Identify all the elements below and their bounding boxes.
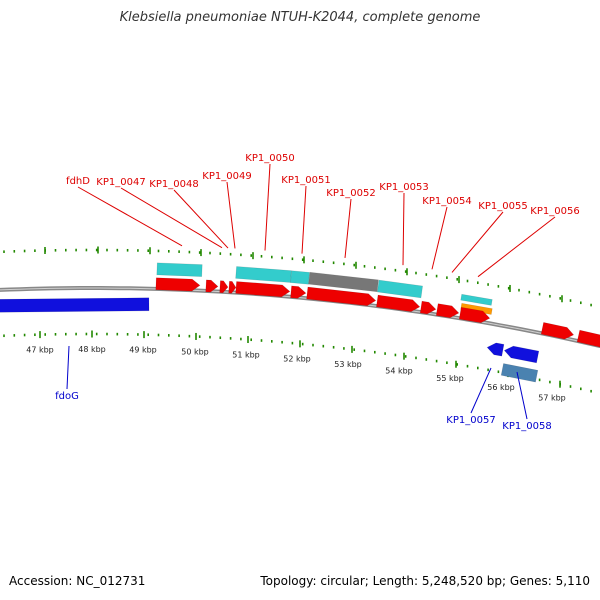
forward-gene-shape [205,279,219,293]
forward-gene-label: KP1_0052 [326,188,375,199]
forward-gene-shape [435,303,460,319]
reverse-gene-shape [503,345,540,364]
forward-gene [419,300,437,315]
reverse-gene-label: KP1_0057 [446,415,495,426]
forward-gene-shape [219,280,229,294]
feature-cyan [460,293,493,306]
feature-cyan [377,279,423,299]
forward-gene-shape [228,280,237,294]
forward-gene [435,303,460,319]
feature-cyan-shape [377,279,423,299]
forward-gene [376,294,421,312]
feature-orange-shape [460,302,493,315]
forward-label-leader [402,192,405,266]
feature-gray-shape [308,271,379,293]
forward-gene [228,280,237,294]
forward-gene-label: KP1_0056 [530,206,579,217]
forward-gene [219,280,229,294]
forward-gene-label: KP1_0053 [379,182,428,193]
reverse-gene-label: fdoG [55,391,79,402]
forward-gene [576,329,600,348]
forward-gene-shape [540,322,575,340]
reverse-gene [0,297,150,313]
feature-orange [460,302,493,315]
forward-gene-label: fdhD [66,176,90,187]
forward-gene-shape [306,286,377,307]
feature-steel-shape [500,363,539,383]
reverse-gene-shape [0,297,150,313]
scale-tick-label: 47 kbp [26,346,54,355]
feature-cyan-shape [156,262,203,277]
forward-gene-label: KP1_0055 [478,201,527,212]
scale-tick-label: 57 kbp [538,393,566,402]
forward-gene-shape [290,285,307,299]
genome-summary-text: Topology: circular; Length: 5,248,520 bp… [260,574,590,588]
reverse-label-leader [66,345,70,390]
forward-label-leader [344,198,352,259]
scale-tick-label: 50 kbp [181,347,209,356]
forward-gene [458,306,491,324]
scale-tick-label: 49 kbp [129,346,157,355]
forward-label-leader [431,206,448,270]
forward-label-leader [301,185,307,254]
forward-label-leader [77,186,183,247]
forward-gene-shape [576,329,600,348]
forward-label-leader [173,189,229,249]
scale-tick-label: 52 kbp [283,355,311,364]
scale-tick-label: 53 kbp [334,360,362,369]
feature-cyan-shape [235,266,292,283]
forward-gene-label: KP1_0047 [96,177,145,188]
scale-tick-label: 48 kbp [78,345,106,354]
forward-gene [205,279,219,293]
feature-steel [500,363,539,383]
forward-label-leader [477,216,556,278]
forward-gene-shape [419,300,437,315]
forward-gene-label: KP1_0049 [202,171,251,182]
forward-gene-shape [155,277,201,292]
forward-label-leader [226,181,236,249]
forward-gene [290,285,307,299]
genome-title: Klebsiella pneumoniae NTUH-K2044, comple… [119,10,481,25]
forward-gene-label: KP1_0051 [281,175,330,186]
scale-tick-label: 55 kbp [436,374,464,383]
reverse-label-leader [516,371,528,420]
reverse-label-leader [470,367,492,414]
forward-gene [235,281,291,298]
feature-cyan-shape [460,293,493,306]
feature-cyan [290,270,310,285]
feature-gray [308,271,379,293]
scale-tick-label: 51 kbp [232,350,260,359]
forward-gene-label: KP1_0050 [245,153,294,164]
forward-gene-shape [376,294,421,312]
forward-gene-label: KP1_0054 [422,196,471,207]
reverse-gene [503,345,540,364]
forward-gene [306,286,377,307]
reverse-gene [486,342,505,357]
forward-gene-shape [235,281,291,298]
feature-cyan-shape [290,270,310,285]
reverse-gene-label: KP1_0058 [502,421,551,432]
accession-text: Accession: NC_012731 [9,574,146,588]
forward-gene-label: KP1_0048 [149,179,198,190]
scale-tick-label: 54 kbp [385,366,413,375]
feature-cyan [235,266,292,283]
forward-label-leader [451,211,504,273]
feature-cyan [156,262,203,277]
forward-gene [540,322,575,340]
reverse-gene-shape [486,342,505,357]
scale-tick-label: 56 kbp [487,383,515,392]
backbone-inner [0,287,600,347]
forward-gene-shape [458,306,491,324]
forward-label-leader [264,163,271,251]
forward-label-leader [120,187,223,249]
forward-gene [155,277,201,292]
